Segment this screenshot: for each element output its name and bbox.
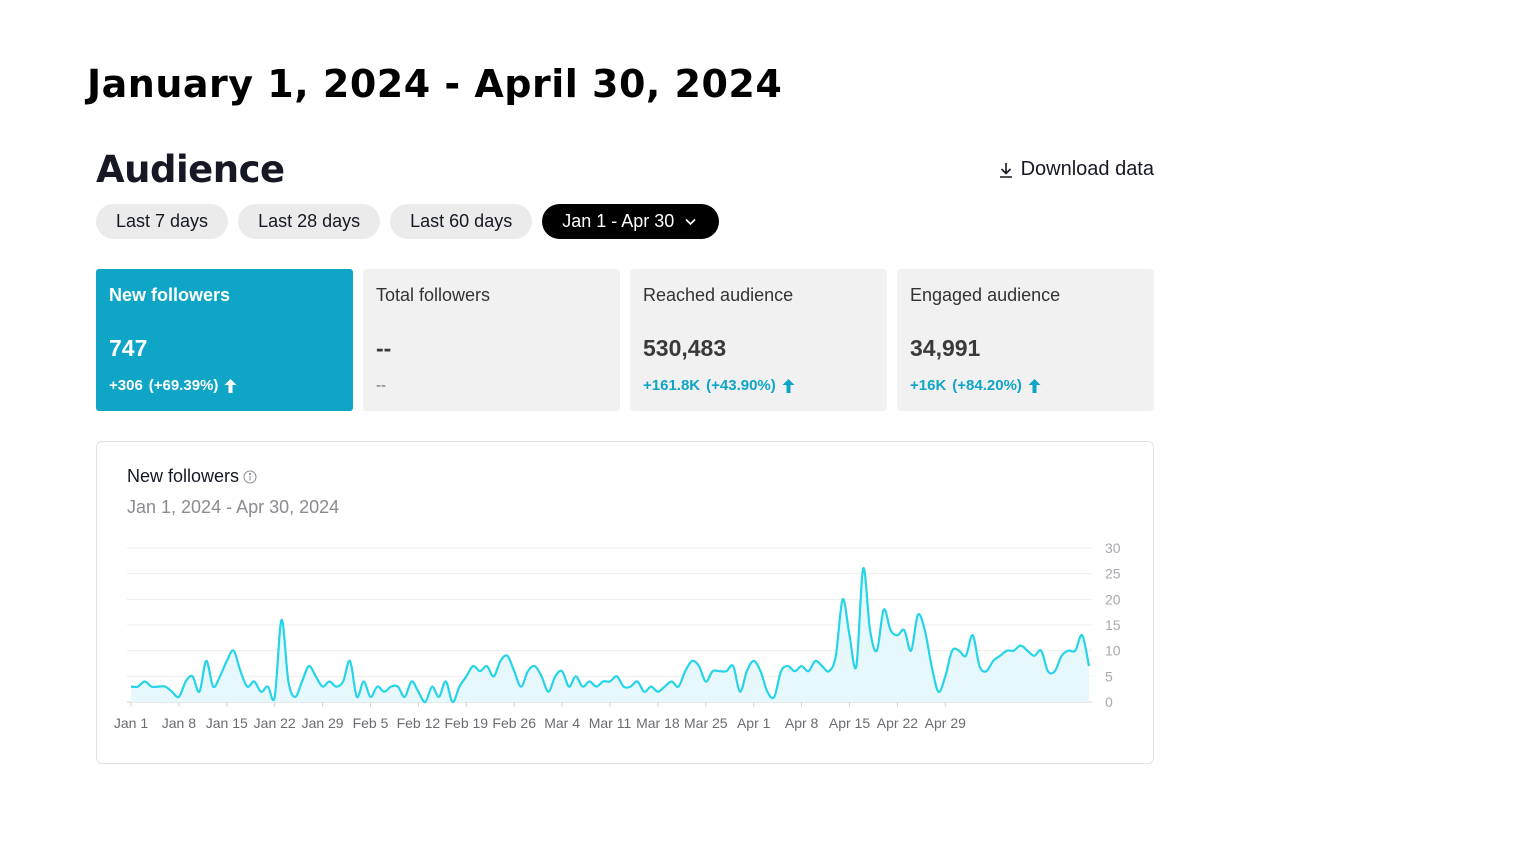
change-percent: (+69.39%): [148, 377, 219, 394]
change-amount: +306: [109, 377, 143, 394]
y-tick-label: 20: [1105, 591, 1121, 607]
page-title: Audience: [96, 148, 285, 191]
card-change: +161.8K (+43.90%): [643, 377, 795, 394]
card-value: --: [376, 335, 392, 361]
x-tick-label: Jan 22: [254, 715, 296, 731]
metric-cards: New followers 747 +306 (+69.39%) Total f…: [96, 269, 1154, 411]
card-label: Total followers: [376, 285, 491, 305]
card-label: New followers: [109, 285, 231, 305]
download-data-button[interactable]: Download data: [997, 158, 1154, 181]
chart-title: New followers: [127, 466, 257, 487]
info-icon[interactable]: [243, 470, 257, 484]
chart-title-text: New followers: [127, 466, 240, 486]
card-total-followers[interactable]: Total followers -- --: [363, 269, 620, 411]
x-tick-label: Feb 5: [353, 715, 389, 731]
y-tick-label: 25: [1105, 566, 1121, 582]
filter-last-28-days[interactable]: Last 28 days: [238, 204, 381, 239]
card-engaged-audience[interactable]: Engaged audience 34,991 +16K (+84.20%): [897, 269, 1154, 411]
card-value: 34,991: [910, 335, 981, 361]
download-icon: [999, 162, 1012, 178]
arrow-up-icon: [224, 378, 237, 393]
change-amount: +16K: [910, 377, 947, 394]
x-tick-label: Jan 29: [302, 715, 344, 731]
filter-label: Last 7 days: [116, 211, 209, 231]
x-tick-label: Feb 19: [445, 715, 489, 731]
new-followers-line-chart[interactable]: 0 5 10 15 20 25 30 Jan 1 Jan 8 Jan 15 Jan 22 Jan 29…: [97, 442, 1155, 765]
x-tick-label: Apr 15: [829, 715, 870, 731]
change-percent: (+43.90%): [706, 377, 776, 394]
x-tick-label: Jan 8: [162, 715, 196, 731]
chevron-down-icon: [685, 218, 696, 226]
y-tick-label: 5: [1105, 668, 1113, 684]
x-tick-label: Feb 26: [492, 715, 536, 731]
x-tick-label: Apr 1: [737, 715, 771, 731]
x-tick-label: Jan 15: [206, 715, 248, 731]
card-label: Engaged audience: [910, 285, 1061, 305]
x-tick-label: Mar 25: [684, 715, 728, 731]
date-range-heading: January 1, 2024 - April 30, 2024: [87, 62, 783, 106]
new-followers-chart-panel: New followers Jan 1, 2024 - Apr 30, 2024…: [96, 441, 1154, 764]
x-tick-label: Mar 11: [589, 715, 632, 731]
x-tick-label: Jan 1: [114, 715, 148, 731]
y-tick-label: 15: [1105, 617, 1121, 633]
y-tick-label: 30: [1105, 540, 1121, 556]
card-value: 530,483: [643, 335, 727, 361]
chart-subtitle: Jan 1, 2024 - Apr 30, 2024: [127, 497, 340, 517]
change-percent: (+84.20%): [952, 377, 1022, 394]
date-filter-group: Last 7 days Last 28 days Last 60 days Ja…: [96, 204, 720, 239]
card-change: +306 (+69.39%): [109, 377, 237, 394]
card-change: +16K (+84.20%): [910, 377, 1041, 394]
download-data-label: Download data: [1020, 158, 1154, 180]
card-value: 747: [109, 335, 148, 361]
x-tick-label: Apr 8: [785, 715, 819, 731]
x-tick-label: Apr 22: [877, 715, 918, 731]
filter-last-60-days[interactable]: Last 60 days: [390, 204, 533, 239]
filter-last-7-days[interactable]: Last 7 days: [96, 204, 229, 239]
area-fill: [131, 568, 1089, 703]
card-reached-audience[interactable]: Reached audience 530,483 +161.8K (+43.90…: [630, 269, 887, 411]
filter-label: Last 60 days: [410, 211, 513, 231]
change-amount: --: [376, 377, 386, 394]
series-line: [130, 567, 1091, 704]
filter-label: Last 28 days: [258, 211, 361, 231]
card-new-followers[interactable]: New followers 747 +306 (+69.39%): [96, 269, 353, 411]
card-label: Reached audience: [643, 285, 794, 305]
x-tick-label: Apr 29: [925, 715, 966, 731]
y-tick-label: 10: [1105, 643, 1121, 659]
card-change: --: [376, 377, 386, 394]
y-tick-label: 0: [1105, 694, 1113, 710]
x-tick-label: Mar 4: [544, 715, 580, 731]
x-tick-label: Feb 12: [397, 715, 441, 731]
filter-label: Jan 1 - Apr 30: [562, 211, 675, 231]
x-tick-label: Mar 18: [636, 715, 680, 731]
arrow-up-icon: [782, 378, 795, 393]
filter-custom-range-dropdown[interactable]: Jan 1 - Apr 30: [542, 204, 720, 239]
arrow-up-icon: [1028, 378, 1041, 393]
change-amount: +161.8K: [643, 377, 701, 394]
